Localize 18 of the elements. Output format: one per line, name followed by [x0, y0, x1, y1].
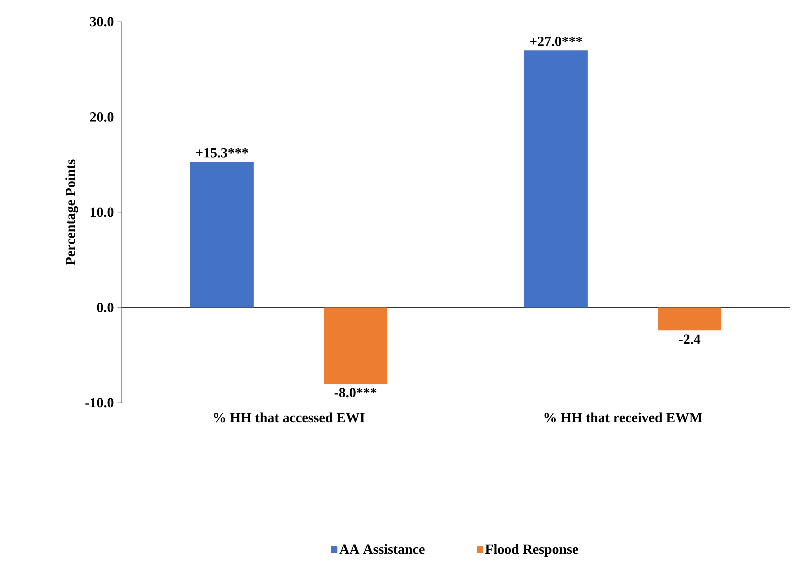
data-label: -2.4 [679, 334, 701, 344]
y-tick-label: 0.0 [97, 303, 114, 312]
data-label: +27.0*** [530, 36, 582, 46]
bar [658, 308, 722, 331]
y-axis-title: Percentage Points [66, 160, 78, 266]
bar [524, 50, 588, 308]
data-label: -8.0*** [334, 388, 377, 398]
x-tick-label: % HH that received EWM [544, 412, 702, 423]
y-tick-label: -10.0 [86, 398, 114, 408]
y-tick-label: 20.0 [90, 112, 114, 122]
y-tick-label: 30.0 [90, 17, 114, 27]
data-label: +15.3*** [196, 148, 248, 158]
legend-label: Flood Response [485, 544, 578, 557]
x-tick-label: % HH that accessed EWI [214, 412, 365, 423]
legend-label: AA Assistance [340, 544, 425, 554]
bar [324, 308, 388, 384]
y-tick-label: 10.0 [90, 208, 114, 218]
bar [190, 162, 254, 308]
